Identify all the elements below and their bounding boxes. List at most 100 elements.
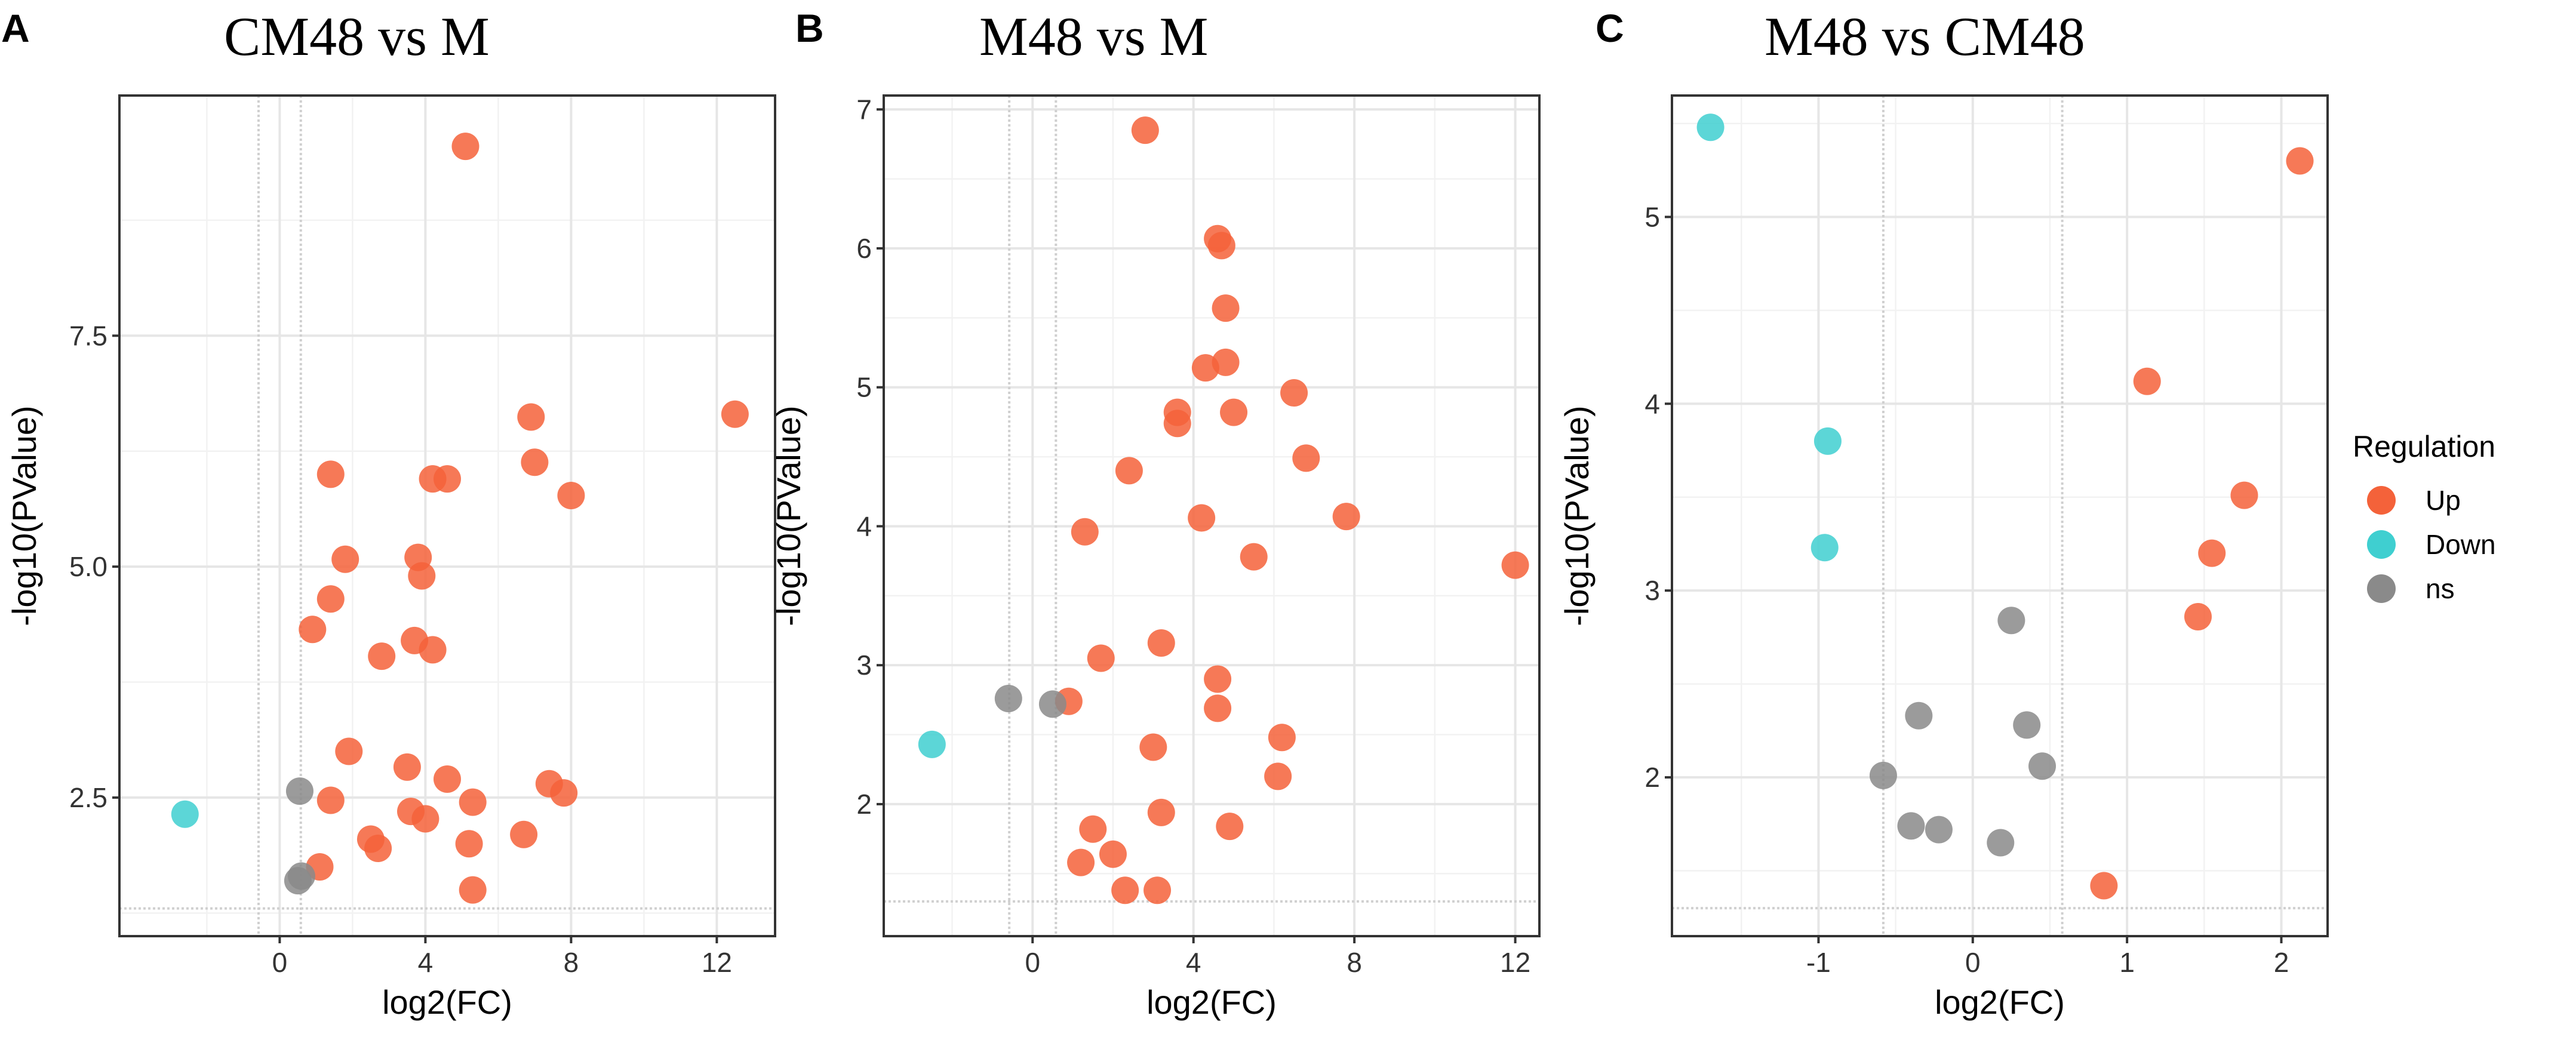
point-ns xyxy=(2013,711,2041,739)
point-down xyxy=(1810,534,1839,562)
point-ns xyxy=(1925,816,1953,844)
point-up xyxy=(1220,398,1248,426)
y-tick-label: 5.0 xyxy=(69,551,107,582)
point-up xyxy=(1240,543,1268,571)
x-axis-label: log2(FC) xyxy=(1146,983,1277,1021)
point-ns xyxy=(1905,702,1933,730)
point-up xyxy=(1079,815,1107,843)
plot-area-a xyxy=(119,96,775,936)
point-up xyxy=(1292,444,1320,472)
x-tick-label: 12 xyxy=(1500,947,1530,978)
legend-title: Regulation xyxy=(2353,430,2495,463)
point-ns xyxy=(1987,829,2015,857)
point-up xyxy=(550,779,578,807)
point-up xyxy=(510,820,538,848)
point-up xyxy=(1131,116,1159,144)
legend-marker-up xyxy=(2367,486,2396,515)
point-up xyxy=(1216,813,1244,841)
legend-entry-ns: ns xyxy=(2367,573,2455,604)
panel-c: C M48 vs CM48 -1 0 1 2 2 3 4 5 log2(FC) -log10(PVal… xyxy=(1558,6,2329,1021)
panel-a: A CM48 vs M 0 4 8 12 2.5 5.0 7.5 log2(FC) -log10(P… xyxy=(1,6,776,1021)
point-up xyxy=(1332,503,1360,531)
x-tick-label: 0 xyxy=(272,947,288,978)
y-tick-label: 7 xyxy=(856,94,872,125)
point-up xyxy=(1501,551,1529,579)
point-up xyxy=(521,448,549,476)
panel-title-a: CM48 vs M xyxy=(224,6,490,67)
point-up xyxy=(455,830,483,858)
x-tick-label: 0 xyxy=(1965,947,1981,978)
x-tick-label: 4 xyxy=(418,947,434,978)
point-up xyxy=(316,786,345,814)
y-tick-label: 5 xyxy=(1644,201,1660,232)
point-up xyxy=(1280,379,1308,407)
point-up xyxy=(364,835,392,863)
point-ns xyxy=(1897,812,1925,840)
point-up xyxy=(1147,629,1175,657)
x-tick-label: 4 xyxy=(1186,947,1201,978)
point-up xyxy=(1115,457,1143,485)
legend-marker-down xyxy=(2367,530,2396,559)
plot-frame-b xyxy=(883,94,1541,937)
point-up xyxy=(1099,840,1127,868)
x-tick-label: 0 xyxy=(1025,947,1040,978)
panel-title-c: M48 vs CM48 xyxy=(1765,6,2085,67)
plot-frame-c xyxy=(1671,94,2329,937)
legend-label-down: Down xyxy=(2426,529,2496,560)
point-up xyxy=(411,805,439,833)
point-up xyxy=(368,642,396,670)
point-ns xyxy=(994,685,1022,713)
panels: A CM48 vs M0 4 8 122.55.07.5log2(FC)-log10(P… xyxy=(1,6,2329,1021)
x-tick-label: -1 xyxy=(1806,947,1831,978)
y-tick-label: 2 xyxy=(1644,762,1660,793)
point-down xyxy=(918,730,946,758)
legend-marker-ns xyxy=(2367,574,2396,603)
point-up xyxy=(316,585,345,613)
y-tick-label: 5 xyxy=(856,372,872,403)
point-up xyxy=(2133,367,2161,395)
point-down xyxy=(1813,427,1842,455)
point-up xyxy=(1139,733,1167,761)
point-up xyxy=(1191,354,1219,382)
y-axis-label: -log10(PValue) xyxy=(1558,405,1596,626)
point-up xyxy=(1143,876,1172,904)
point-up xyxy=(434,765,461,793)
point-up xyxy=(1087,644,1115,672)
legend-entry-down: Down xyxy=(2367,529,2496,560)
point-up xyxy=(393,753,421,781)
point-ns xyxy=(284,867,312,895)
point-up xyxy=(299,616,327,644)
point-up xyxy=(2090,872,2118,900)
panel-letter-c: C xyxy=(1596,6,1624,50)
point-up xyxy=(331,545,359,573)
point-up xyxy=(517,403,545,431)
legend-entry-up: Up xyxy=(2367,485,2461,516)
point-ns xyxy=(1869,761,1897,789)
y-tick-label: 3 xyxy=(856,650,872,681)
point-up xyxy=(1111,876,1139,904)
point-up xyxy=(2286,147,2314,175)
point-ns xyxy=(285,777,313,805)
point-up xyxy=(1212,294,1240,322)
legend-label-up: Up xyxy=(2426,485,2461,516)
point-up xyxy=(1204,694,1232,722)
x-tick-label: 8 xyxy=(1347,947,1362,978)
point-up xyxy=(451,133,479,161)
point-up xyxy=(459,788,487,816)
point-up xyxy=(408,562,436,590)
y-tick-label: 4 xyxy=(856,510,872,542)
point-up xyxy=(1207,232,1235,260)
y-tick-label: 2.5 xyxy=(69,782,107,813)
panel-title-b: M48 vs M xyxy=(979,6,1208,67)
point-up xyxy=(2184,602,2212,630)
plot-area-c xyxy=(1672,96,2328,936)
plot-frame-a xyxy=(118,94,776,937)
point-ns xyxy=(1997,607,2025,635)
x-axis-label: log2(FC) xyxy=(382,983,512,1021)
point-up xyxy=(1204,665,1232,693)
y-tick-label: 7.5 xyxy=(69,320,107,351)
x-tick-label: 8 xyxy=(564,947,579,978)
point-up xyxy=(1071,518,1099,546)
point-up xyxy=(2230,481,2258,509)
